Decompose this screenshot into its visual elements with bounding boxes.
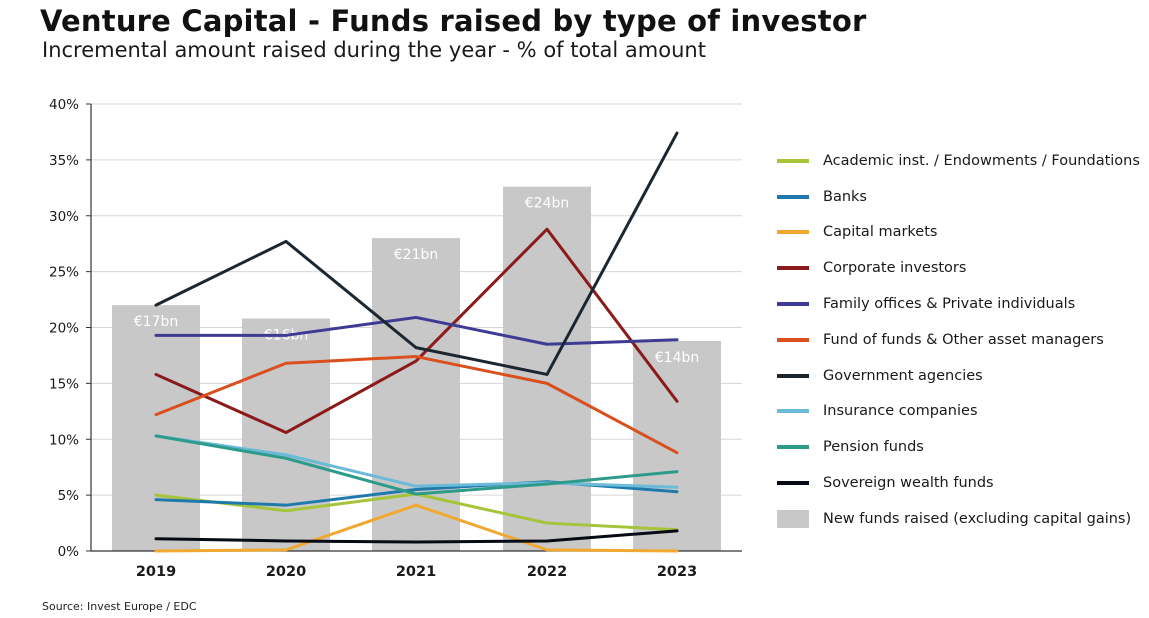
legend-item: Capital markets — [777, 215, 1149, 251]
legend-label: Fund of funds & Other asset managers — [823, 331, 1104, 348]
legend-label: New funds raised (excluding capital gain… — [823, 510, 1132, 527]
legend-swatch — [777, 337, 809, 342]
legend-swatch — [777, 409, 809, 414]
legend-swatch — [777, 481, 809, 486]
legend-label: Academic inst. / Endowments / Foundation… — [823, 152, 1140, 169]
legend-label: Family offices & Private individuals — [823, 296, 1076, 313]
legend-label: Sovereign wealth funds — [823, 475, 994, 492]
y-tick-label: 10% — [49, 432, 79, 448]
y-tick-label: 5% — [58, 488, 80, 504]
legend-swatch — [777, 302, 809, 307]
y-tick-label: 30% — [49, 209, 79, 225]
legend-label: Corporate investors — [823, 260, 967, 277]
y-tick-label: 25% — [49, 265, 79, 281]
legend-item: Pension funds — [777, 429, 1149, 465]
x-tick-label: 2022 — [527, 564, 567, 580]
y-tick-label: 20% — [49, 321, 79, 337]
legend-label: Insurance companies — [823, 403, 978, 420]
series-line — [154, 131, 679, 376]
legend-swatch — [777, 266, 809, 271]
bar-new-funds — [633, 340, 721, 551]
series-line — [154, 434, 679, 489]
y-tick-label: 15% — [49, 376, 79, 392]
legend-swatch — [777, 445, 809, 450]
legend-swatch — [777, 373, 809, 378]
series-line — [154, 355, 679, 455]
legend-label: Pension funds — [823, 439, 924, 456]
legend-item: Sovereign wealth funds — [777, 465, 1149, 501]
legend-swatch — [777, 509, 809, 528]
legend-swatch — [777, 194, 809, 199]
legend-item: New funds raised (excluding capital gain… — [777, 501, 1149, 537]
bar-new-funds — [242, 318, 330, 551]
legend-item: Family offices & Private individuals — [777, 286, 1149, 322]
legend-item: Banks — [777, 179, 1149, 215]
legend-item: Corporate investors — [777, 250, 1149, 286]
bar-value-label: €14bn — [655, 350, 699, 366]
series-line — [154, 503, 679, 553]
source-note: Source: Invest Europe / EDC — [42, 600, 197, 613]
legend-item: Academic inst. / Endowments / Foundation… — [777, 143, 1149, 179]
legend-item: Insurance companies — [777, 394, 1149, 430]
line-chart: 0% 5% 10% 15% 20% 25% 30% 35% 40% 2019 2020 2021 202… — [49, 97, 742, 580]
legend-label: Government agencies — [823, 367, 983, 384]
y-tick-label: 40% — [49, 97, 79, 113]
chart-subtitle: Incremental amount raised during the yea… — [42, 38, 706, 62]
legend-item: Government agencies — [777, 358, 1149, 394]
y-tick-label: 35% — [49, 153, 79, 169]
x-tick-label: 2023 — [657, 564, 697, 580]
series-line — [154, 315, 679, 346]
series-line — [154, 227, 679, 435]
legend-label: Banks — [823, 188, 867, 205]
chart-title: Venture Capital - Funds raised by type o… — [40, 4, 867, 38]
legend-label: Capital markets — [823, 224, 938, 241]
legend-swatch — [777, 230, 809, 235]
bar-new-funds — [112, 305, 200, 551]
bar-value-label: €17bn — [134, 314, 178, 330]
bar-value-label: €21bn — [394, 247, 438, 263]
legend-swatch — [777, 158, 809, 163]
x-tick-label: 2019 — [136, 564, 176, 580]
legend: Academic inst. / Endowments / Foundation… — [777, 143, 1149, 537]
series-line — [154, 434, 679, 496]
y-tick-label: 0% — [58, 544, 80, 560]
series-line — [154, 529, 679, 544]
bar-value-label: €24bn — [525, 196, 569, 212]
x-tick-label: 2021 — [396, 564, 436, 580]
x-tick-label: 2020 — [266, 564, 306, 580]
legend-item: Fund of funds & Other asset managers — [777, 322, 1149, 358]
